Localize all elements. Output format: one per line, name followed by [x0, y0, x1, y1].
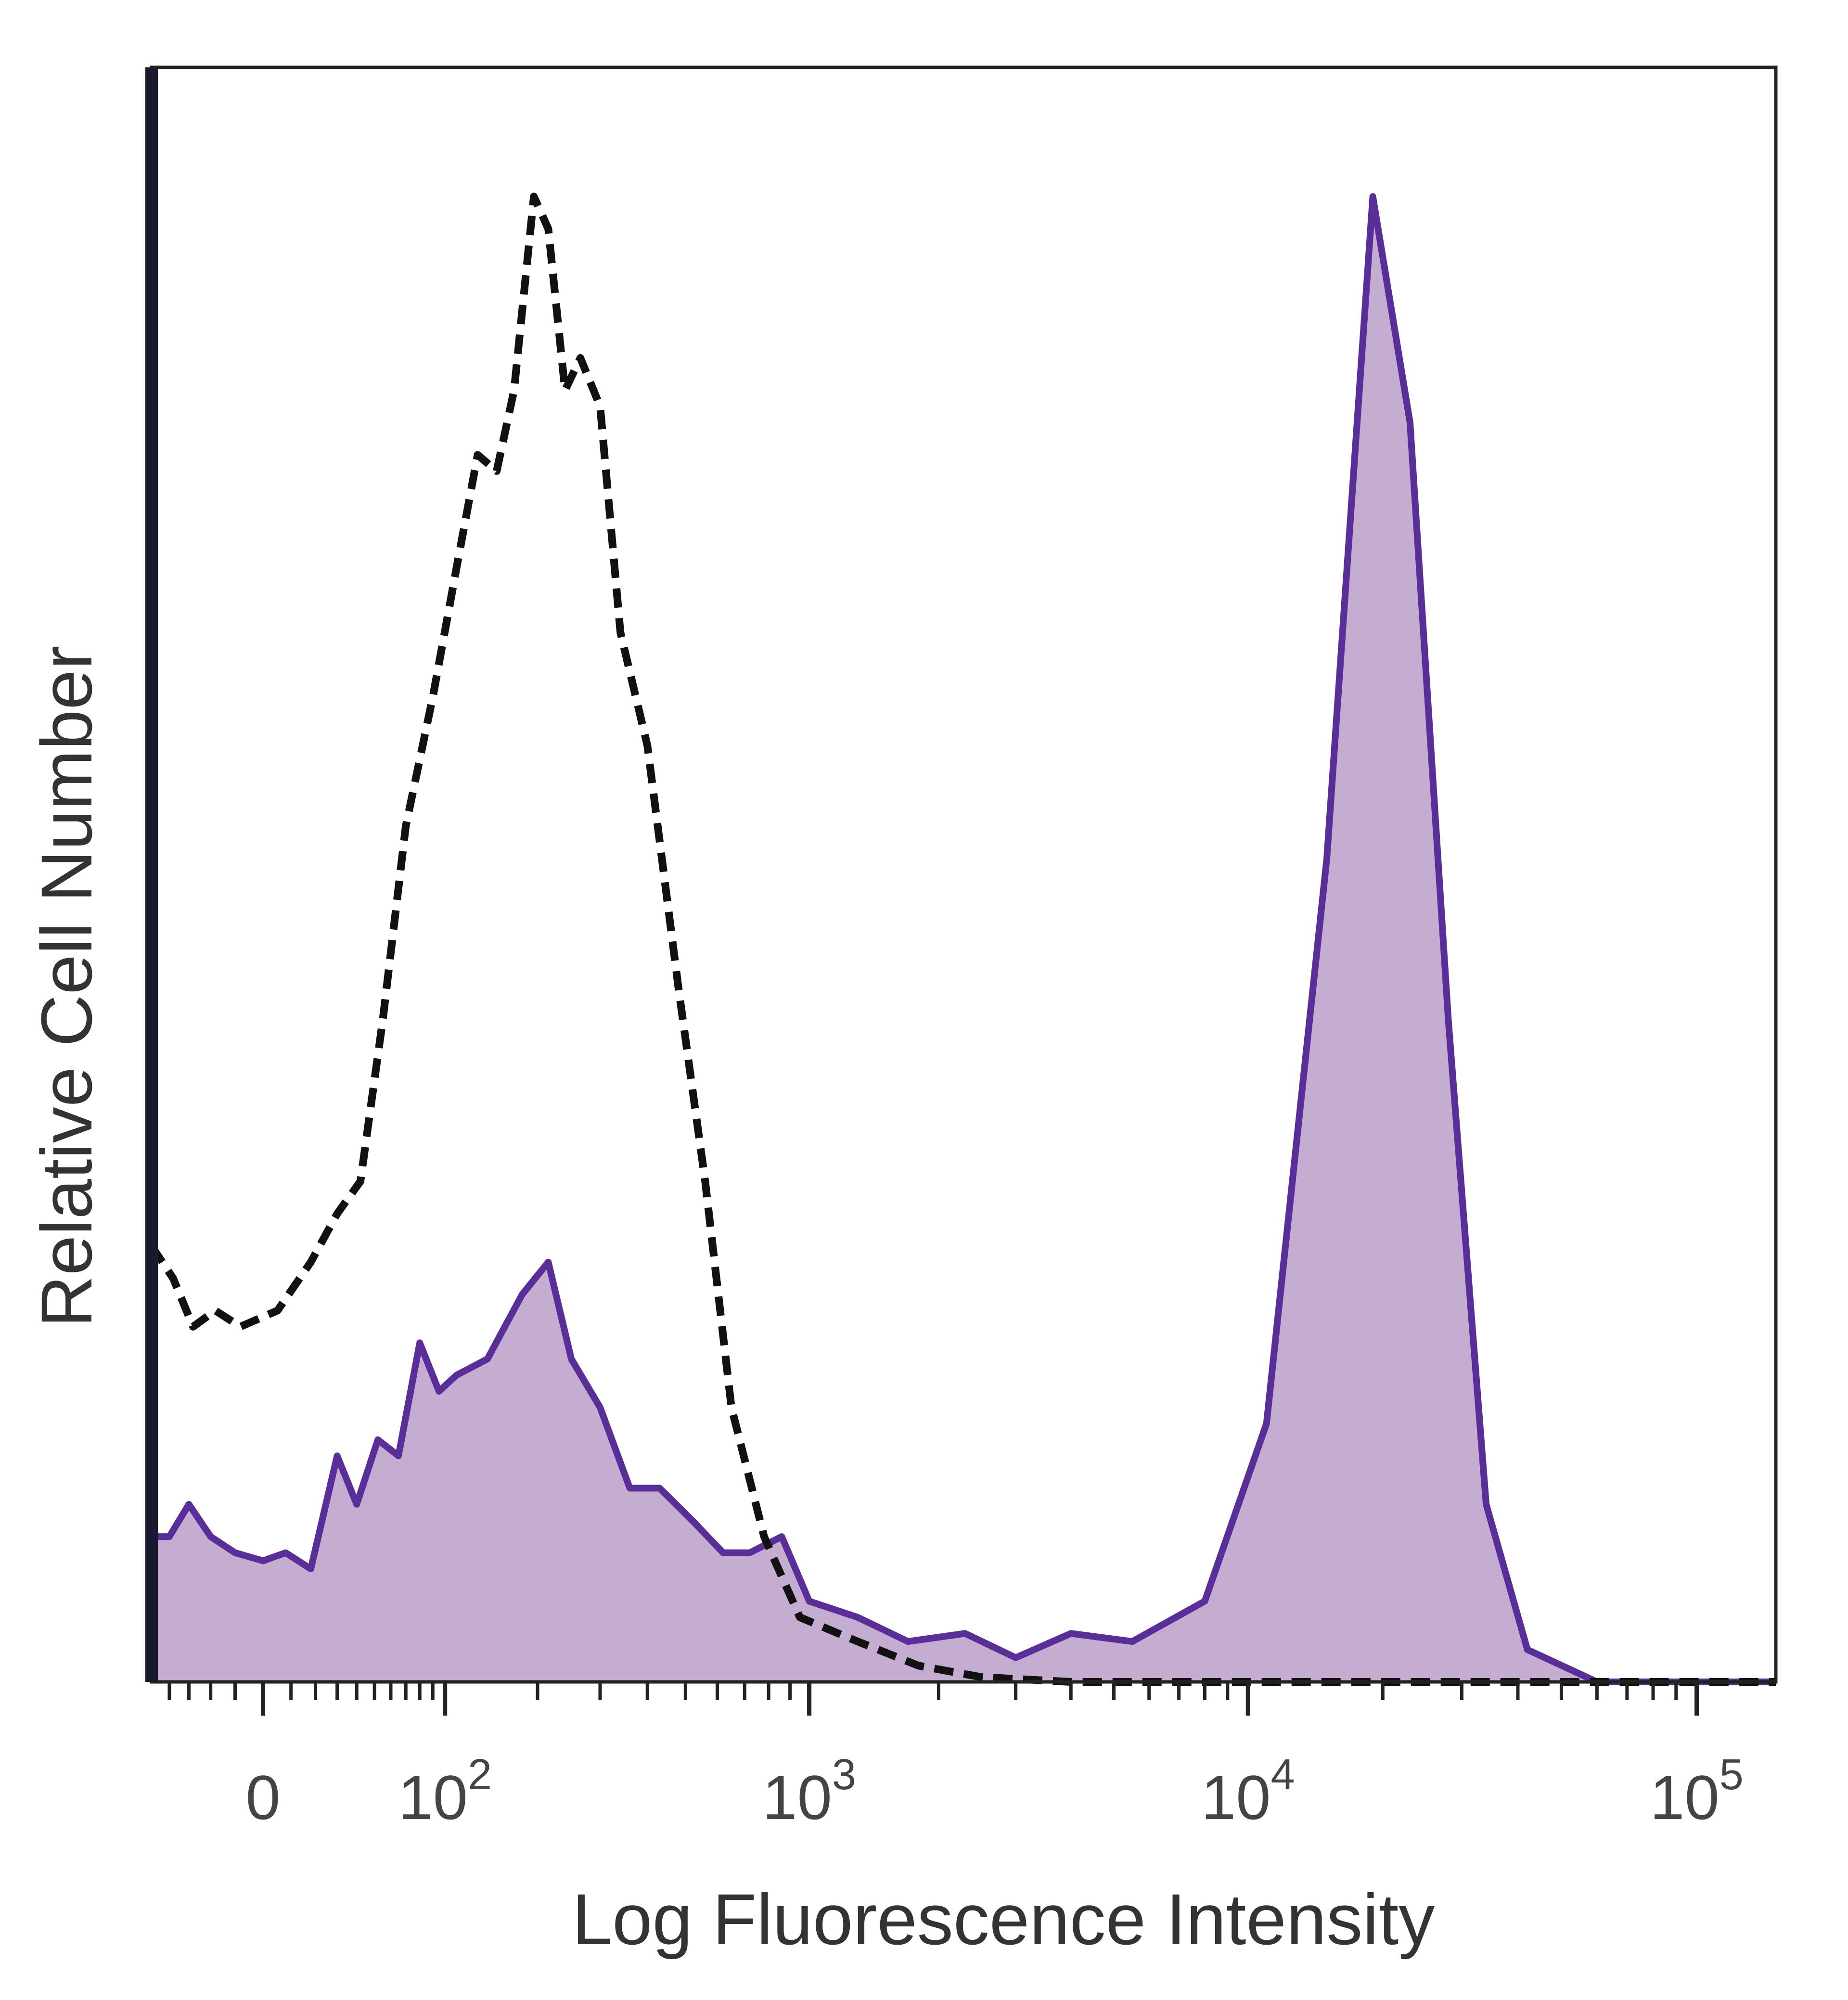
x-tick-label: 0	[245, 1762, 280, 1833]
plot-area	[148, 192, 1776, 1686]
axes: 0 102 103 104 105	[145, 65, 1778, 1833]
x-tick-label: 104	[1201, 1751, 1295, 1833]
x-tick-label: 102	[398, 1751, 492, 1833]
x-tick-label: 105	[1650, 1751, 1744, 1833]
x-axis-title: Log Fluorescence Intensity	[572, 1879, 1435, 1960]
series-1-line	[152, 193, 1776, 1685]
y-axis-title: Relative Cell Number	[26, 645, 107, 1327]
x-tick-label: 103	[762, 1751, 856, 1833]
series-0-line	[148, 192, 1776, 1686]
